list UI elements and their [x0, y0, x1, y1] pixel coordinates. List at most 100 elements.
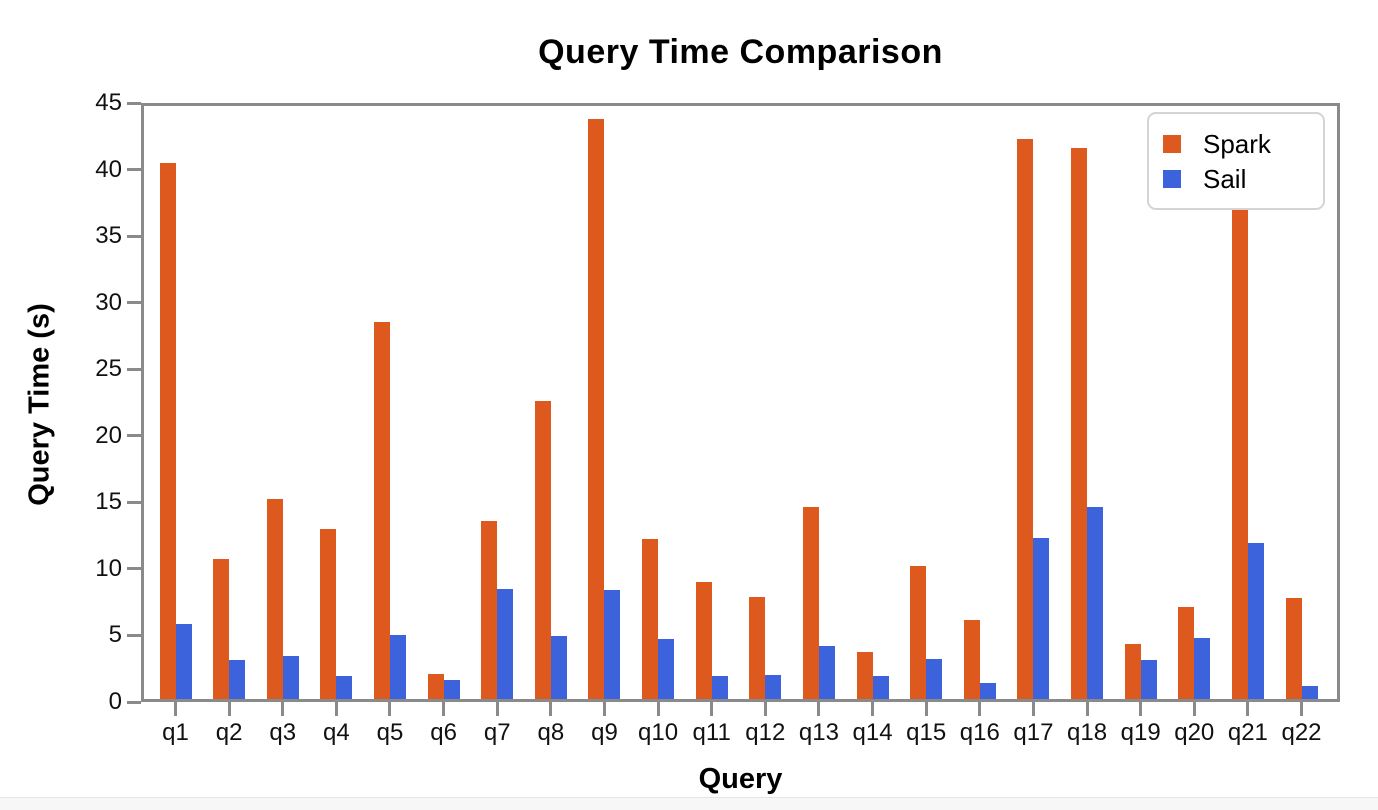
- bar-sail-q8: [550, 636, 567, 699]
- x-tick-mark: [763, 702, 767, 716]
- x-tick-label: q14: [852, 719, 893, 746]
- y-tick-label: 35: [95, 222, 122, 250]
- x-tick-mark: [1300, 702, 1304, 716]
- y-tick-label: 0: [108, 688, 122, 715]
- bar-sail-q19: [1140, 660, 1157, 699]
- bar-spark-q5: [373, 322, 390, 699]
- x-tick-mark: [281, 702, 285, 716]
- bar-spark-q4: [320, 528, 337, 699]
- bar-spark-q2: [213, 559, 230, 699]
- x-tick-label: q6: [430, 719, 457, 746]
- y-tick-mark: [127, 367, 141, 371]
- x-tick-mark: [1192, 702, 1196, 716]
- legend-label: Spark: [1203, 128, 1271, 159]
- x-tick-mark: [174, 702, 177, 716]
- x-tick-label: q3: [269, 719, 297, 746]
- bar-sail-q20: [1194, 637, 1211, 699]
- bar-sail-q22: [1301, 685, 1318, 699]
- bar-sail-q13: [818, 645, 835, 699]
- x-tick-mark: [495, 702, 499, 716]
- bar-spark-q1: [159, 162, 176, 699]
- bar-spark-q15: [910, 565, 927, 699]
- bar-spark-q18: [1071, 147, 1088, 699]
- x-tick-mark: [817, 702, 821, 716]
- y-tick-mark: [127, 168, 141, 172]
- y-tick-label: 20: [95, 421, 122, 449]
- x-tick-mark: [1085, 702, 1089, 716]
- bar-sail-q7: [497, 588, 514, 699]
- x-tick-mark: [1246, 702, 1250, 716]
- x-tick-label: q7: [483, 719, 511, 746]
- x-tick-mark: [1031, 702, 1035, 716]
- x-tick-label: q22: [1281, 719, 1322, 746]
- bar-spark-q21: [1231, 201, 1248, 699]
- x-tick-mark: [656, 702, 660, 716]
- y-tick-mark: [127, 700, 141, 704]
- bar-sail-q3: [282, 656, 299, 699]
- legend: Spark Sail: [1147, 112, 1325, 210]
- bar-sail-q4: [336, 676, 353, 699]
- x-tick-mark: [924, 702, 928, 716]
- y-tick-mark: [127, 567, 141, 571]
- bar-spark-q14: [856, 652, 873, 699]
- y-tick-label: 40: [95, 155, 122, 183]
- bar-spark-q22: [1285, 597, 1302, 699]
- x-tick-label: q19: [1120, 719, 1161, 746]
- x-tick-label: q5: [376, 719, 404, 746]
- y-tick-mark: [127, 434, 141, 438]
- x-tick-label: q11: [692, 719, 731, 746]
- bar-sail-q6: [443, 680, 460, 699]
- x-tick-label: q1: [162, 719, 189, 746]
- x-tick-mark: [227, 702, 231, 716]
- legend-row-sail: Sail: [1163, 161, 1307, 196]
- bar-sail-q15: [926, 659, 943, 699]
- bar-spark-q6: [427, 673, 444, 699]
- bar-spark-q13: [802, 507, 819, 699]
- y-tick-mark: [127, 500, 141, 504]
- y-tick-mark: [127, 234, 141, 238]
- x-tick-mark: [334, 702, 338, 716]
- x-tick-mark: [871, 702, 875, 716]
- y-tick-label: 5: [108, 621, 122, 649]
- x-tick-label: q21: [1227, 719, 1268, 746]
- y-tick-label: 25: [95, 355, 122, 383]
- x-tick-label: q17: [1013, 719, 1054, 746]
- bar-spark-q12: [749, 596, 766, 699]
- y-tick-label: 10: [95, 554, 122, 582]
- x-tick-label: q15: [906, 719, 947, 746]
- bar-spark-q3: [266, 499, 283, 699]
- x-tick-label: q12: [745, 719, 786, 746]
- x-tick-label: q18: [1067, 719, 1108, 746]
- bar-spark-q9: [588, 118, 605, 699]
- x-tick-label: q2: [215, 719, 243, 746]
- bar-sail-q12: [765, 675, 782, 699]
- x-tick-mark: [978, 702, 982, 716]
- bar-sail-q21: [1247, 543, 1264, 699]
- sail-swatch-icon: [1163, 169, 1181, 188]
- bar-spark-q11: [695, 581, 712, 699]
- x-tick-label: q10: [638, 719, 679, 746]
- y-tick-label: 30: [95, 288, 122, 316]
- bar-sail-q10: [658, 639, 675, 699]
- spark-swatch-icon: [1163, 134, 1181, 153]
- bar-sail-q2: [229, 660, 246, 699]
- x-axis-label: Query: [698, 763, 783, 795]
- bar-spark-q8: [534, 400, 551, 699]
- x-tick-mark: [1139, 702, 1143, 716]
- x-tick-mark: [602, 702, 606, 716]
- legend-label: Sail: [1203, 163, 1247, 194]
- bar-sail-q5: [389, 635, 406, 699]
- y-tick-mark: [127, 101, 141, 105]
- bar-sail-q14: [872, 676, 889, 699]
- y-tick-label: 45: [95, 89, 122, 116]
- bar-spark-q10: [642, 539, 659, 699]
- x-tick-label: q16: [959, 719, 1000, 746]
- y-tick-mark: [127, 633, 141, 637]
- y-tick-label: 15: [95, 488, 122, 516]
- bar-sail-q1: [175, 624, 192, 699]
- bar-sail-q9: [604, 589, 621, 699]
- bar-spark-q17: [1017, 138, 1034, 699]
- bottom-strip: [0, 797, 1378, 810]
- x-tick-label: q13: [798, 719, 839, 746]
- bar-spark-q20: [1178, 607, 1195, 699]
